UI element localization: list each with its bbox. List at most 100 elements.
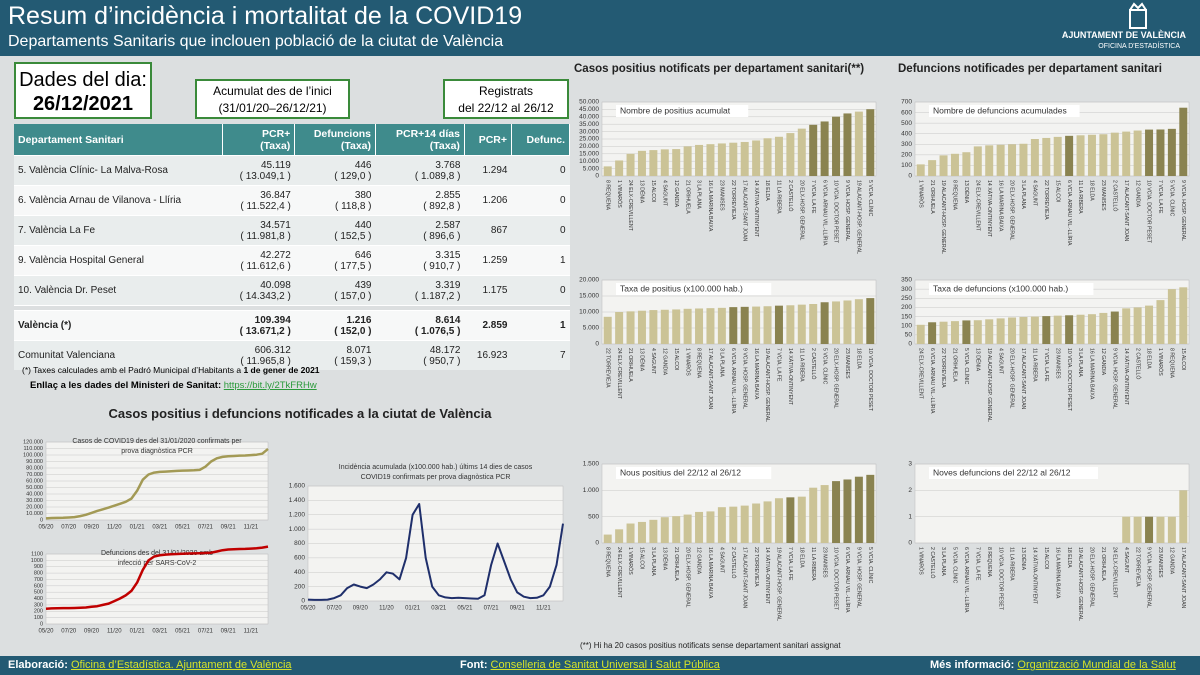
x-tick-label: 14 XÀTIVA-ONTINYENT	[1123, 348, 1130, 406]
bar	[603, 316, 612, 344]
x-tick-label: 2 CASTELLÓ	[810, 348, 817, 379]
x-tick-label: 2 CASTELLÓ	[787, 180, 794, 211]
y-tick-label: 15.000	[579, 151, 599, 158]
chart-title-bg	[929, 283, 1094, 295]
value: 439	[354, 279, 372, 291]
note-date: 1 de gener de 2021	[243, 365, 320, 375]
y-tick-label: 10.000	[579, 309, 599, 316]
x-tick-label: 1 VINARÒS	[1157, 348, 1164, 376]
header-row: Departament Sanitari PCR+ (Taxa) Defuncions…	[14, 124, 570, 156]
x-tick-label: 4 SAGUNT	[661, 180, 667, 207]
bar	[1133, 307, 1142, 344]
rate: ( 152,5 )	[334, 230, 372, 242]
link[interactable]: https://bit.ly/2TkFRHw	[223, 380, 317, 391]
x-tick-label: 05/20	[38, 629, 54, 635]
x-tick-label: 17 ALACANT-SANT JOAN	[707, 348, 713, 410]
bar	[820, 302, 829, 344]
bar	[1179, 490, 1188, 543]
x-tick-label: 7 VCIA. LA FE	[974, 547, 980, 581]
x-tick-label: 05/21	[175, 525, 191, 531]
registered-pcr: 1.259	[464, 245, 512, 276]
bar	[1156, 300, 1165, 344]
department: 7. València La Fe	[14, 215, 223, 246]
value: 45.119	[260, 159, 291, 171]
bar	[985, 145, 994, 176]
bar	[683, 514, 692, 543]
bar	[1133, 130, 1142, 176]
bar	[1156, 129, 1165, 176]
value-cell: 40.098( 14.343,2 )	[222, 275, 295, 306]
x-tick-label: 11/20	[107, 629, 122, 635]
rate: ( 11.965,8 )	[240, 355, 291, 367]
value-cell: 42.272( 11.612,6 )	[222, 245, 295, 276]
bar	[786, 305, 795, 344]
value-cell: 36.847( 11.522,4 )	[222, 185, 295, 216]
rate: ( 118,8 )	[335, 200, 372, 212]
x-tick-label: 19 ALACANT-HOSP. GENERAL	[1077, 547, 1083, 621]
x-tick-label: 8 REQUENA	[986, 547, 992, 578]
x-tick-label: 14 XÀTIVA-ONTINYENT	[764, 547, 771, 605]
x-tick-label: 13 DÉNIA	[974, 348, 981, 372]
bar	[843, 479, 852, 543]
value: 109.394	[254, 314, 291, 326]
x-tick-label: 8 REQUENA	[604, 547, 610, 578]
footer-link[interactable]: Organització Mundial de la Salut	[1017, 659, 1176, 671]
x-tick-label: 07/21	[198, 525, 214, 531]
x-tick-label: 17 ALACANT-SANT JOAN	[741, 180, 747, 242]
value-cell: 3.315( 910,7 )	[375, 245, 465, 276]
y-tick-label: 30.000	[579, 128, 599, 135]
bar	[797, 128, 806, 176]
x-tick-label: 07/20	[61, 629, 77, 635]
bar	[973, 320, 982, 344]
y-tick-label: 600	[901, 109, 912, 116]
footer-label: Més informació:	[930, 659, 1015, 671]
x-tick-label: 20 ELX-HOSP. GENERAL	[798, 180, 804, 241]
y-tick-label: 70.000	[26, 472, 43, 478]
bar	[950, 153, 959, 176]
registered-deaths: 0	[511, 155, 570, 186]
x-tick-label: 11 LA RIBERA	[798, 348, 804, 382]
header-text: (Taxa)	[340, 139, 371, 152]
chart-title: Nombre de defuncions acumulades	[933, 105, 1067, 115]
chart-title: COVID19 confirmats per prova diagnòstica…	[361, 474, 511, 481]
y-tick-label: 0	[908, 173, 912, 180]
value-cell: 45.119( 13.049,1 )	[222, 155, 295, 186]
y-tick-label: 35.000	[579, 121, 599, 128]
rate: ( 11.981,8 )	[240, 230, 291, 242]
value-cell: 109.394( 13.671,2 )	[222, 310, 295, 341]
y-tick-label: 0	[595, 341, 599, 348]
x-tick-label: 05/21	[175, 629, 191, 635]
x-tick-label: 5 VCIA. CLÍNIC	[952, 547, 959, 584]
value-cell: 440( 152,5 )	[294, 215, 376, 246]
x-tick-label: 11 LA RIBERA	[1032, 348, 1038, 382]
bar	[1065, 315, 1074, 344]
y-tick-label: 20.000	[26, 504, 43, 510]
y-tick-label: 200	[294, 583, 305, 590]
x-tick-label: 24 ELX-CREVILLENT	[1111, 547, 1117, 599]
x-tick-label: 16 LA MARINA BAIXA	[1054, 547, 1060, 599]
x-tick-label: 19 ALACANT-HOSP. GENERAL	[764, 348, 770, 422]
y-tick-label: 5.000	[583, 165, 600, 172]
x-tick-label: 15 ALCOI	[639, 547, 645, 570]
bar	[603, 166, 612, 176]
y-tick-label: 600	[34, 583, 43, 589]
bar	[740, 505, 749, 543]
header: Resum d’incidència i mortalitat de la CO…	[0, 0, 1200, 56]
rate: ( 11.522,4 )	[240, 200, 291, 212]
value-cell: 3.319( 1.187,2 )	[375, 275, 465, 306]
y-tick-label: 300	[901, 286, 912, 293]
y-tick-label: 1000	[31, 558, 43, 564]
x-tick-label: 1 VINARÒS	[616, 180, 623, 208]
footer-link[interactable]: Conselleria de Sanitat Universal i Salut…	[490, 659, 720, 671]
box-label: Registrats	[478, 84, 534, 98]
footer-link[interactable]: Oficina d’Estadística. Ajuntament de Val…	[70, 659, 292, 671]
rate: ( 1.187,2 )	[414, 290, 461, 302]
x-tick-label: 3 LA PLANA	[1020, 180, 1026, 209]
bar	[939, 321, 948, 344]
x-tick-label: 21 ORIHUELA	[627, 348, 633, 382]
header-cell: PCR+	[464, 124, 513, 156]
x-tick-label: 4 SAGUNT	[1123, 547, 1129, 574]
y-tick-label: 3	[908, 461, 912, 468]
bar	[950, 321, 959, 344]
line	[45, 447, 269, 520]
